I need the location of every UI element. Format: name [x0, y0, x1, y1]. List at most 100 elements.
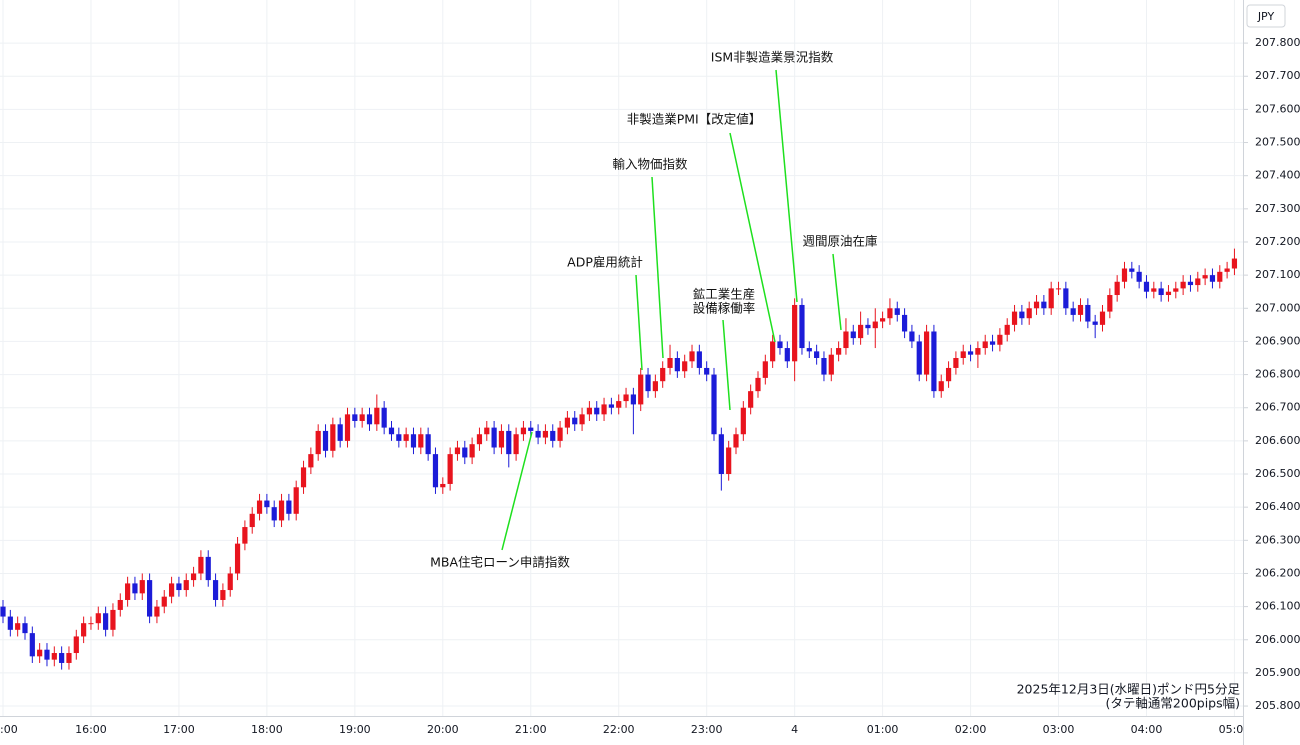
candle-body [498, 430, 505, 448]
candle-body [81, 623, 87, 637]
y-tick-label: 206.400 [1255, 500, 1300, 513]
candle-body [1209, 275, 1216, 282]
chart-note: 2025年12月3日(水曜日)ポンド円5分足 [1017, 682, 1241, 697]
candle-body [616, 401, 622, 408]
candle-body [484, 427, 490, 435]
candle-body [608, 404, 614, 408]
candle-body [799, 304, 805, 349]
candle-body [623, 394, 629, 402]
candle-body [960, 351, 966, 358]
annotation-line [651, 176, 664, 359]
x-tick-label: 4 [791, 723, 798, 736]
x-tick-label: 22:00 [603, 723, 635, 736]
candle-body [748, 391, 754, 408]
candle-body [403, 434, 409, 441]
candle-body [0, 606, 6, 617]
annotation-text: 非製造業PMI【改定値】 [627, 112, 762, 127]
candle-body [975, 348, 981, 355]
candle-body [1217, 271, 1223, 282]
x-tick-label: 21:00 [515, 723, 547, 736]
candle-body [29, 633, 35, 657]
candle-body [322, 430, 329, 451]
candle-body [814, 351, 820, 358]
candle-body [1165, 291, 1172, 296]
candle-body [755, 377, 761, 392]
candle-body [271, 507, 277, 521]
candle-body [660, 367, 666, 382]
candle-body [923, 331, 930, 375]
candle-body [396, 434, 402, 441]
candle-body [836, 348, 842, 355]
candle-body [1187, 281, 1194, 286]
candle-body [740, 407, 746, 435]
candle-body [1055, 288, 1062, 290]
candle-body [440, 483, 446, 488]
y-tick-label: 206.700 [1255, 401, 1300, 414]
candle-body [88, 623, 94, 625]
y-tick-label: 205.900 [1255, 666, 1300, 679]
candle-body [696, 351, 702, 368]
candle-body [1180, 281, 1186, 289]
candle-body [278, 500, 285, 521]
x-tick-label: 20:00 [427, 723, 459, 736]
candle-body [843, 331, 849, 349]
candle-body [1070, 308, 1076, 315]
candle-body [51, 653, 57, 660]
candle-body [989, 341, 996, 345]
candle-body [901, 314, 908, 332]
candle-body [132, 583, 138, 594]
candle-body [762, 361, 768, 378]
y-tick-label: 207.200 [1255, 235, 1300, 248]
candle-body [1202, 275, 1208, 279]
candle-body [242, 527, 248, 544]
grid [0, 0, 1243, 716]
candle-body [1224, 268, 1230, 272]
candle-body [73, 636, 79, 654]
x-labels: :00 16:00 17:00 18:00 19:00 20:00 21:00 22:00 23… [0, 723, 1243, 736]
candle-body [117, 599, 123, 610]
candle-body [286, 500, 292, 514]
candle-body [528, 427, 534, 431]
candle-body [293, 487, 299, 514]
annotation-line [729, 132, 776, 343]
candle-body [256, 500, 263, 514]
currency-box [1246, 4, 1286, 28]
candle-body [1004, 324, 1010, 335]
candle-body [95, 613, 101, 624]
candle-body [821, 358, 827, 375]
candle-body [1063, 288, 1069, 309]
candle-body [1121, 268, 1128, 282]
annotation-text: 設備稼働率 [693, 301, 756, 316]
candle-body [418, 434, 424, 448]
candle-body [66, 653, 72, 663]
x-tick-label: :00 [0, 723, 18, 736]
candle-body [1099, 311, 1106, 325]
annotation-line [501, 431, 533, 551]
candle-body [1231, 258, 1238, 269]
candle-body [220, 590, 226, 600]
candle-body [630, 394, 636, 405]
y-tick-label: 206.300 [1255, 533, 1300, 546]
candle-body [432, 454, 439, 488]
candle-body [1143, 281, 1150, 292]
annotation-line [722, 319, 731, 411]
candle-body [330, 424, 336, 451]
candle-body [410, 434, 417, 448]
candle-body [953, 358, 959, 368]
candle-body [674, 358, 680, 372]
x-tick-label: 16:00 [75, 723, 107, 736]
annotation-text: ADP雇用統計 [567, 255, 643, 270]
candle-body [300, 467, 307, 488]
y-tick-label: 207.700 [1255, 69, 1300, 82]
candle-body [1195, 278, 1201, 286]
candle-body [381, 407, 387, 428]
candle-body [103, 613, 109, 630]
candle-body [513, 434, 519, 455]
candle-body [718, 434, 724, 475]
x-tick-label: 04:00 [1131, 723, 1163, 736]
candle-body [564, 417, 571, 428]
candle-body [183, 580, 189, 591]
annotation-text: 週間原油在庫 [802, 234, 877, 249]
candle-body [1033, 301, 1040, 309]
